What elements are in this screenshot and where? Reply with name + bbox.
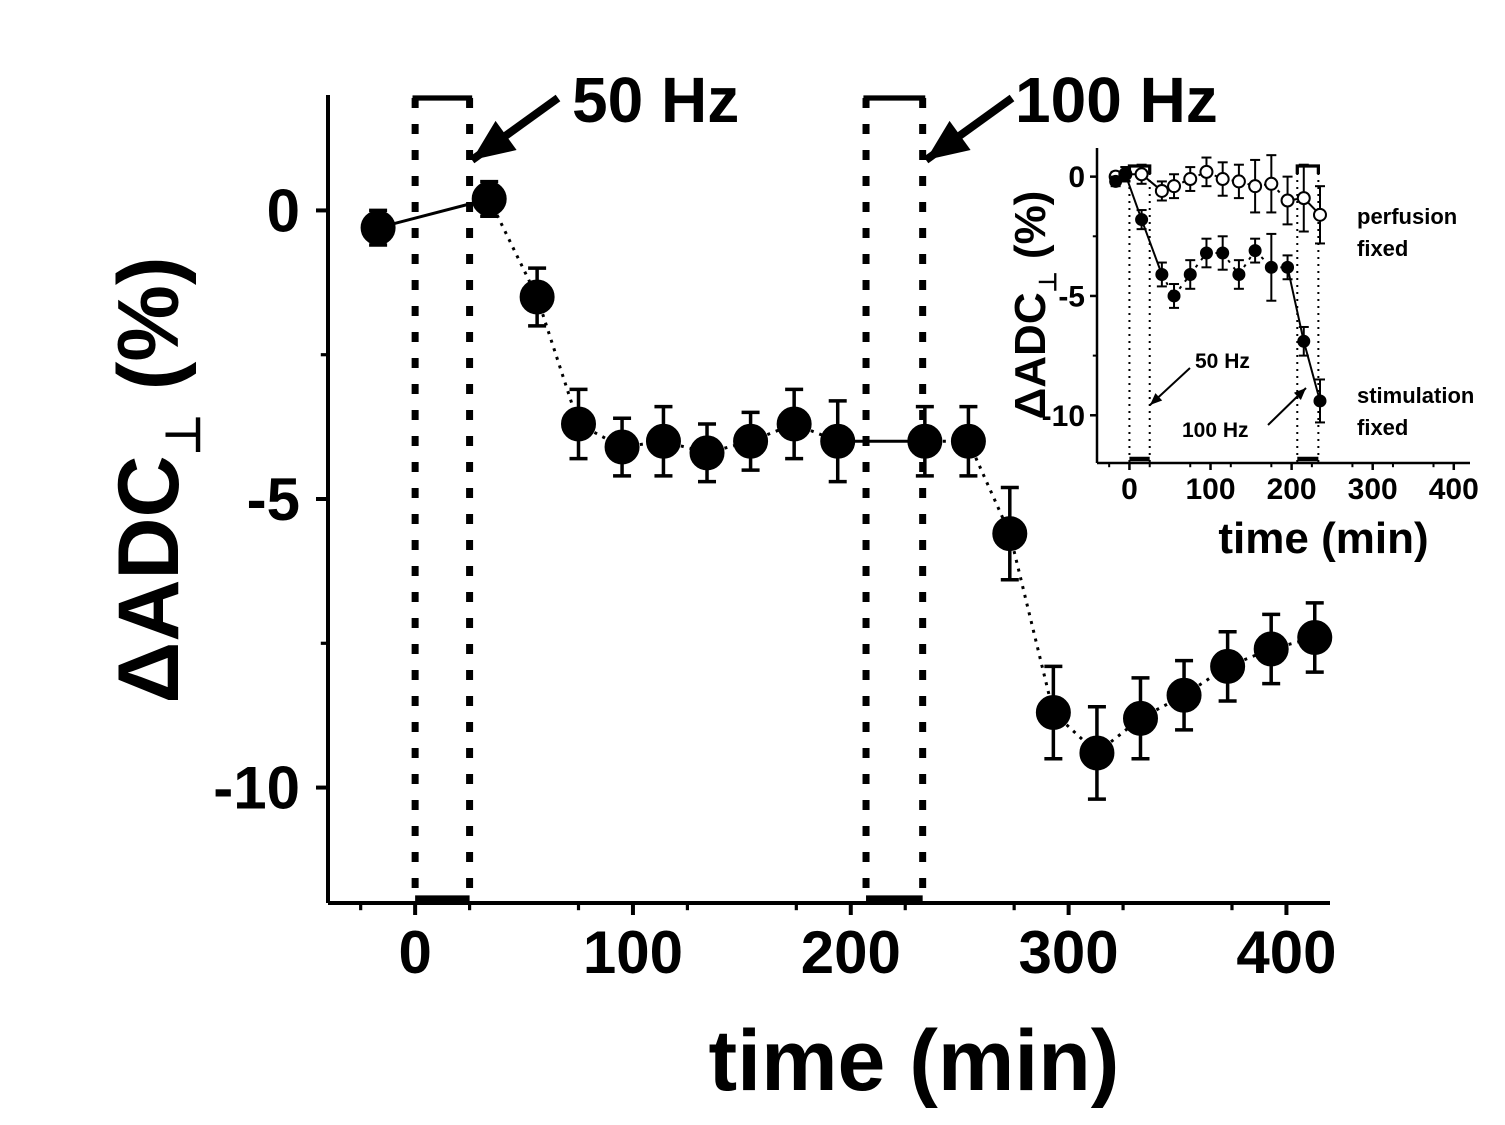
data-point-open	[1167, 179, 1182, 194]
x-tick-label: 300	[1019, 919, 1119, 986]
y-axis-label-sub: ⊥	[1035, 271, 1062, 292]
inset-annotation-100hz: 100 Hz	[1182, 419, 1249, 442]
data-point-open	[1248, 179, 1263, 194]
data-point	[1166, 677, 1202, 713]
window-bracket	[863, 95, 926, 108]
data-point	[992, 516, 1028, 552]
y-axis-label-main: ΔADC	[101, 455, 197, 703]
inset-arrow-50hz-head	[1150, 393, 1163, 405]
legend-stimulation-line2: fixed	[1357, 415, 1408, 440]
series-connector	[1008, 533, 1055, 713]
data-point-open	[1280, 193, 1295, 208]
data-point	[1135, 213, 1149, 227]
data-point-open	[1183, 172, 1198, 187]
legend-perfusion-line2: fixed	[1357, 236, 1408, 261]
data-point	[1232, 267, 1246, 281]
y-tick-label: -10	[213, 755, 300, 822]
y-axis-label-sub: ⊥	[158, 414, 211, 455]
data-point	[1183, 267, 1197, 281]
data-point	[733, 423, 769, 459]
data-point	[561, 406, 596, 442]
data-point	[1199, 246, 1213, 260]
data-point	[1210, 648, 1246, 684]
y-tick-label: -5	[1058, 280, 1085, 313]
annotation-50hz: 50 Hz	[572, 64, 739, 136]
data-point	[1079, 735, 1115, 771]
inset-chart: 0 100 200 300 400 0 -5 -10 time (min) ΔADC⊥ (%) 50…	[1006, 148, 1479, 563]
inset-arrow-100hz-head	[1293, 388, 1306, 400]
y-axis-label: ΔADC⊥ (%)	[1006, 191, 1062, 420]
x-tick-label: 200	[801, 919, 901, 986]
y-tick-label: 0	[267, 177, 300, 244]
y-axis-label-unit: (%)	[101, 257, 197, 415]
x-tick-label: 0	[398, 919, 431, 986]
x-tick-label: 0	[1121, 473, 1138, 506]
data-point-open	[1312, 207, 1327, 222]
series-connector	[1302, 341, 1321, 402]
data-point-open	[1296, 191, 1311, 206]
data-point	[776, 406, 812, 442]
data-point	[1122, 700, 1158, 736]
x-tick-label: 200	[1267, 473, 1317, 506]
data-point-open	[1231, 174, 1246, 189]
data-point	[471, 181, 507, 217]
data-point	[1167, 289, 1181, 303]
data-point	[1155, 267, 1169, 281]
x-tick-label: 100	[583, 919, 683, 986]
series-connector	[535, 296, 580, 425]
window-bracket	[412, 95, 473, 108]
data-point	[360, 210, 396, 246]
x-tick-label: 100	[1185, 473, 1235, 506]
data-point	[1297, 334, 1311, 348]
x-tick-label: 400	[1236, 919, 1336, 986]
data-point	[950, 423, 986, 459]
data-point	[1253, 631, 1289, 667]
data-point	[1313, 394, 1327, 408]
x-tick-label: 300	[1348, 473, 1398, 506]
y-tick-label: -10	[1042, 400, 1085, 433]
window-bracket	[1295, 164, 1320, 174]
data-point	[519, 279, 555, 315]
inset-annotation-50hz: 50 Hz	[1195, 350, 1250, 373]
data-point	[1264, 260, 1278, 274]
data-point	[689, 435, 725, 471]
data-point-open	[1215, 172, 1230, 187]
series-connector	[377, 197, 490, 230]
data-point-open	[1199, 164, 1214, 179]
data-point	[1118, 167, 1132, 181]
data-point	[907, 423, 943, 459]
x-axis-label: time (min)	[1218, 514, 1428, 563]
data-point	[604, 429, 640, 465]
data-point	[820, 423, 856, 459]
data-point-open	[1134, 167, 1149, 182]
y-axis-label-main: ΔADC	[1006, 292, 1055, 419]
data-point	[1035, 695, 1071, 731]
y-tick-label: 0	[1068, 161, 1085, 194]
data-point	[1297, 620, 1333, 656]
data-point-open	[1154, 183, 1169, 198]
data-point	[645, 423, 681, 459]
legend-stimulation-line1: stimulation	[1357, 383, 1474, 408]
data-point	[1216, 246, 1230, 260]
legend-perfusion-line1: perfusion	[1357, 204, 1457, 229]
data-point	[1248, 244, 1262, 258]
y-tick-label: -5	[247, 466, 300, 533]
x-tick-label: 400	[1429, 473, 1479, 506]
y-axis-label: ΔADC⊥ (%)	[101, 257, 211, 704]
arrow-50hz-head	[472, 120, 517, 160]
y-axis-label-unit: (%)	[1006, 191, 1055, 272]
series-connector	[621, 439, 664, 449]
arrow-100hz-head	[926, 120, 971, 160]
data-point	[1281, 260, 1295, 274]
x-axis-label: time (min)	[709, 1013, 1120, 1109]
series-connector	[1140, 219, 1163, 275]
annotation-100hz: 100 Hz	[1015, 64, 1218, 136]
data-point-open	[1264, 176, 1279, 191]
